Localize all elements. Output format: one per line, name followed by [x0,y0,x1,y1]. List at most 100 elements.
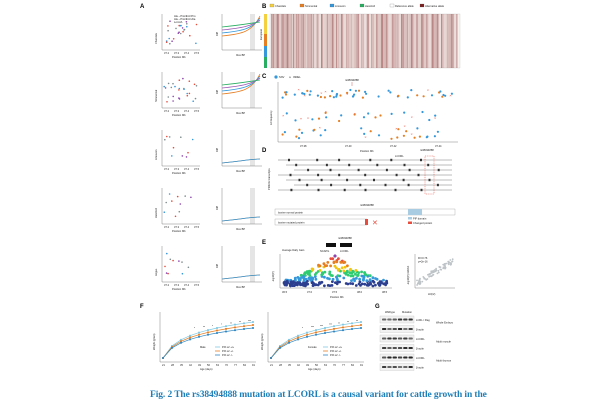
scatter-point [172,146,175,149]
allele-column [289,14,291,68]
snv-point [434,114,437,117]
gwas-point [311,267,315,271]
scatter-point [181,27,184,29]
exon-box [420,158,422,162]
snv-point [377,134,381,137]
f-sex-label: Female [308,345,317,349]
gwas-point [383,282,387,285]
a-x-tick: 37.4 [184,167,190,171]
blot-frame [379,353,415,362]
panel-d-label: D [262,148,267,154]
growth-point [225,325,227,328]
allele-column [307,14,308,68]
scatter-point [183,88,185,91]
growth-point [360,327,362,329]
snv-point [426,135,429,138]
e-y-label: -log10(P) [271,271,275,282]
ld-point [437,269,440,272]
legend-changed: Changed protein [413,221,433,225]
col-mutation: Mutation [402,310,413,314]
allele-column [443,14,445,68]
diff-curve [221,21,261,28]
ld-r2: R²=0.76 [418,256,428,260]
gwas-point [352,270,355,274]
gwas-point [316,283,320,287]
gwas-point [367,283,370,287]
allele-column [379,14,381,68]
f-x-tick: 70 [225,363,228,367]
allele-column [331,14,332,68]
ld-point [432,271,435,274]
gwas-point [354,284,358,287]
allele-column [363,14,365,68]
diff-curve [221,79,261,86]
diff-curve [221,73,261,95]
lead-snp-marker [333,254,337,258]
allele-column [421,14,422,68]
growth-point [342,326,344,329]
allele-column [358,14,360,68]
allele-column [303,14,305,68]
snv-point [421,110,424,114]
ld-point [427,273,430,276]
gwas-point [302,279,306,282]
gwas-point [374,283,377,287]
allele-bars [271,14,458,68]
ld-point [431,272,433,274]
blot-frame [379,363,415,371]
allele-column [413,14,415,68]
legend-swatch [419,3,425,8]
f-x-tick: 35 [180,363,183,367]
diff-curve [221,75,261,92]
scatter-point [187,151,189,154]
growth-point [216,332,218,334]
significance-star: ** [338,321,340,325]
snv-point [396,136,399,139]
a-x-tick: 37.3 [174,109,180,113]
allele-matrix: European [259,13,461,69]
snv-point [346,91,349,94]
scatter-point [190,196,192,199]
allele-column [287,14,288,68]
growth-point [333,328,335,330]
b-legend-5: Alternative allele [425,4,445,8]
allele-column [418,14,420,68]
gwas-point [311,276,315,280]
ld-point [419,283,421,286]
scatter-point [178,98,181,100]
scatter-point [166,101,168,103]
allele-column [387,14,388,68]
snv-point [362,116,366,119]
a-x-tick: 37.3 [174,167,180,171]
allele-column [436,14,437,68]
allele-column [333,14,335,68]
f-x-tick: 70 [333,363,336,367]
blot-group-4: Adult thymus [436,359,452,363]
f-x-tick: 49 [306,363,309,367]
f-x-tick: 84 [243,363,246,367]
allele-column [403,14,405,68]
f-x-tick: 77 [234,363,237,367]
allele-column [271,14,272,68]
allele-column [281,14,282,68]
allele-column [364,14,366,68]
allele-column [392,14,393,68]
indel-point: × [449,94,452,98]
ld-point [435,267,437,270]
allele-column [402,14,403,68]
snv-point [284,93,288,96]
blot-label-1: β-actin [416,328,424,332]
f-x-tick: 49 [198,363,201,367]
allele-column [338,14,340,68]
scatter-point [172,38,175,40]
ld-point [438,266,441,269]
f-x-tick: 56 [315,363,318,367]
gwas-point [338,280,341,284]
snv-point [283,131,286,134]
scatter-point [195,42,197,45]
snv-point [340,114,343,117]
allele-column [359,14,361,68]
b-legend-3: Hereford [365,4,376,8]
rs-annotation-d: rs38494888 [420,148,434,152]
